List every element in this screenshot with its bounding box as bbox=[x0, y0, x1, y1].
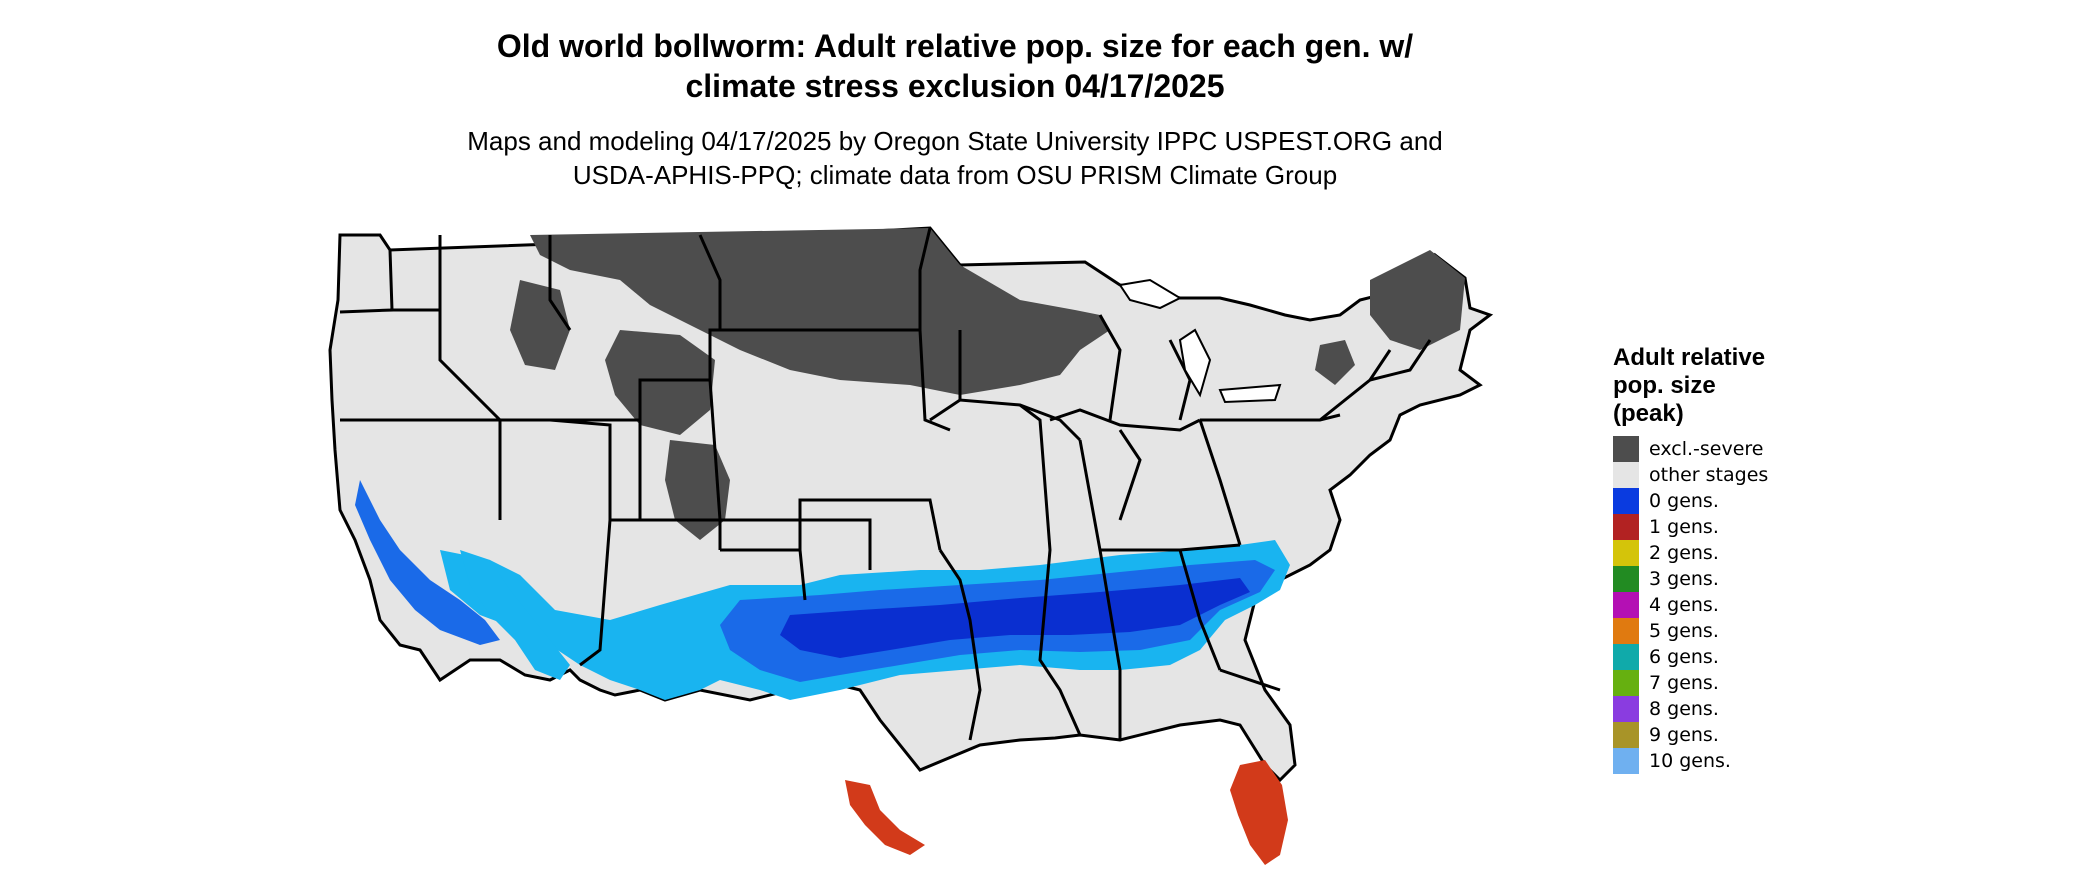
legend-item: other stages bbox=[1613, 462, 1768, 488]
legend-item: 7 gens. bbox=[1613, 670, 1768, 696]
great-lakes bbox=[1118, 278, 1282, 404]
legend-title-line-3: (peak) bbox=[1613, 400, 1684, 427]
legend-title-line-1: Adult relative bbox=[1613, 344, 1766, 371]
map-subtitle: Maps and modeling 04/17/2025 by Oregon S… bbox=[0, 124, 1910, 192]
excluded-region-colorado bbox=[665, 440, 730, 540]
legend-swatch bbox=[1613, 540, 1639, 566]
legend-item: 4 gens. bbox=[1613, 592, 1768, 618]
zero-gen-california bbox=[355, 480, 500, 645]
map-subtitle-line-1: Maps and modeling 04/17/2025 by Oregon S… bbox=[467, 126, 1443, 156]
legend-item: 6 gens. bbox=[1613, 644, 1768, 670]
legend-label: 1 gens. bbox=[1649, 516, 1719, 538]
legend-label: 9 gens. bbox=[1649, 724, 1719, 746]
map-title: Old world bollworm: Adult relative pop. … bbox=[0, 26, 1910, 106]
map-title-line-1: Old world bollworm: Adult relative pop. … bbox=[496, 28, 1414, 64]
excluded-region-adirondack bbox=[1315, 340, 1355, 385]
legend-label: 5 gens. bbox=[1649, 620, 1719, 642]
legend-swatch bbox=[1613, 514, 1639, 540]
legend-item: 3 gens. bbox=[1613, 566, 1768, 592]
legend-swatch bbox=[1613, 748, 1639, 774]
legend-swatch bbox=[1613, 462, 1639, 488]
excluded-region-wyoming bbox=[605, 330, 715, 435]
legend-label: 0 gens. bbox=[1649, 490, 1719, 512]
legend-swatch bbox=[1613, 566, 1639, 592]
legend-item: 1 gens. bbox=[1613, 514, 1768, 540]
zero-gen-band-dark bbox=[780, 578, 1250, 658]
legend-label: 4 gens. bbox=[1649, 594, 1719, 616]
state-borders bbox=[339, 227, 1432, 741]
legend-item: 0 gens. bbox=[1613, 488, 1768, 514]
legend-label: 8 gens. bbox=[1649, 698, 1719, 720]
legend-swatch bbox=[1613, 592, 1639, 618]
legend-swatch bbox=[1613, 618, 1639, 644]
legend: Adult relative pop. size (peak) excl.-se… bbox=[1613, 344, 1768, 774]
excluded-region-idaho bbox=[510, 280, 570, 370]
legend-swatch bbox=[1613, 488, 1639, 514]
legend-title-line-2: pop. size bbox=[1613, 372, 1716, 399]
legend-label: other stages bbox=[1649, 464, 1769, 486]
excluded-region-north bbox=[530, 228, 1110, 395]
one-gen-south-texas bbox=[845, 780, 925, 855]
excluded-region-northeast bbox=[1370, 250, 1465, 350]
zero-gen-arizona bbox=[460, 550, 570, 680]
legend-swatch bbox=[1613, 696, 1639, 722]
legend-item: 2 gens. bbox=[1613, 540, 1768, 566]
legend-label: 7 gens. bbox=[1649, 672, 1719, 694]
legend-title: Adult relative pop. size (peak) bbox=[1613, 344, 1768, 428]
legend-item: 9 gens. bbox=[1613, 722, 1768, 748]
map-title-line-2: climate stress exclusion 04/17/2025 bbox=[685, 68, 1225, 104]
legend-label: 3 gens. bbox=[1649, 568, 1719, 590]
legend-label: excl.-severe bbox=[1649, 438, 1764, 460]
us-map bbox=[328, 226, 1494, 865]
legend-item: 10 gens. bbox=[1613, 748, 1768, 774]
one-gen-florida bbox=[1230, 760, 1288, 865]
legend-item: excl.-severe bbox=[1613, 436, 1768, 462]
legend-item: 8 gens. bbox=[1613, 696, 1768, 722]
legend-item: 5 gens. bbox=[1613, 618, 1768, 644]
legend-swatch bbox=[1613, 436, 1639, 462]
legend-swatch bbox=[1613, 670, 1639, 696]
legend-label: 2 gens. bbox=[1649, 542, 1719, 564]
map-subtitle-line-2: USDA-APHIS-PPQ; climate data from OSU PR… bbox=[572, 160, 1338, 190]
legend-label: 6 gens. bbox=[1649, 646, 1719, 668]
legend-label: 10 gens. bbox=[1649, 750, 1731, 772]
legend-items: excl.-severe other stages 0 gens. 1 gens. 2 … bbox=[1613, 436, 1768, 774]
legend-swatch bbox=[1613, 644, 1639, 670]
legend-swatch bbox=[1613, 722, 1639, 748]
